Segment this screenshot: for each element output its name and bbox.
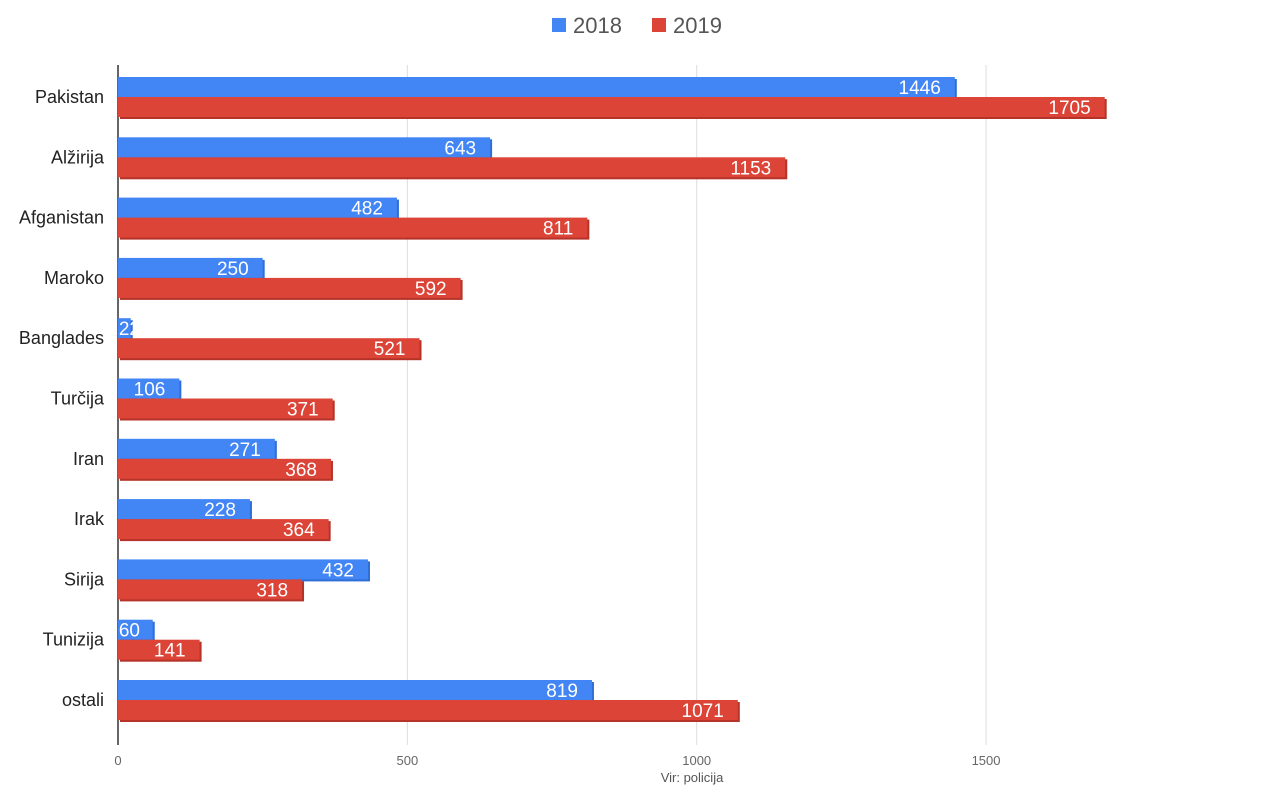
data-label: 60: [119, 621, 140, 642]
category-labels: Pakistan Alžirija Afganistan Maroko Banglade…: [19, 87, 105, 710]
data-label: 432: [322, 560, 354, 581]
bar-2018: [118, 559, 368, 580]
data-label: 592: [415, 279, 447, 300]
bar-2019: [118, 458, 331, 479]
data-label: 368: [285, 460, 317, 481]
bar-2019: [118, 639, 200, 660]
bar-2019: [118, 338, 420, 359]
data-label: 482: [351, 199, 383, 220]
category-label: Sirija: [64, 569, 105, 589]
x-tick-label: 1000: [682, 753, 711, 768]
data-label: 1446: [899, 78, 941, 99]
category-label: Iran: [73, 449, 104, 469]
bar-2018: [118, 680, 592, 700]
category-label: Irak: [74, 509, 105, 529]
bar-2018: [118, 619, 153, 640]
data-label: 811: [543, 219, 573, 240]
data-label: 1071: [682, 701, 724, 722]
bar-2018: [118, 318, 131, 339]
data-label: 106: [134, 380, 166, 401]
data-label: 250: [217, 259, 249, 280]
bar-2019: [118, 519, 329, 540]
data-label: 521: [374, 339, 406, 360]
bar-2019: [118, 700, 738, 720]
legend-swatch: [552, 18, 566, 32]
data-label: 22: [119, 319, 140, 340]
bar-2018: [118, 257, 263, 278]
bar-2019: [118, 97, 1105, 117]
x-axis-label: Vir: policija: [661, 770, 724, 785]
data-label: 371: [287, 400, 319, 421]
bar-2019: [118, 217, 588, 238]
category-label: Maroko: [44, 268, 104, 288]
data-label: 643: [444, 138, 476, 159]
data-label: 141: [154, 641, 186, 662]
bar-2019: [118, 398, 333, 419]
legend: 2018 2019: [552, 13, 722, 38]
category-label: Afganistan: [19, 208, 104, 228]
legend-label: 2018: [573, 13, 622, 38]
legend-label: 2019: [673, 13, 722, 38]
data-label: 819: [546, 681, 578, 702]
legend-swatch: [652, 18, 666, 32]
category-label: Alžirija: [51, 147, 105, 167]
bar-2018: [118, 197, 397, 218]
bar-2019: [118, 277, 461, 298]
bar-2018: [118, 438, 275, 459]
data-label: 1705: [1048, 98, 1090, 119]
category-label: Tunizija: [43, 630, 105, 650]
x-tick-labels: 0 500 1000 1500: [114, 753, 1000, 768]
category-label: Turčija: [51, 389, 105, 409]
bar-2018: [118, 137, 491, 158]
category-label: Banglades: [19, 328, 104, 348]
category-label: ostali: [62, 690, 104, 710]
bar-2018: [118, 499, 250, 520]
data-label: 1153: [730, 158, 771, 179]
category-label: Pakistan: [35, 87, 104, 107]
bars-layer: 1446 1705 643 1153 482 811 250 592 22 521 106 371 27…: [118, 77, 1107, 722]
x-tick-label: 1500: [972, 753, 1001, 768]
data-label: 364: [283, 520, 315, 541]
bar-2018: [118, 77, 955, 97]
data-label: 228: [204, 500, 236, 521]
bar-2019: [118, 579, 303, 600]
data-label: 318: [256, 580, 288, 601]
bar-2018: [118, 378, 180, 399]
data-label: 271: [229, 440, 261, 461]
x-tick-label: 500: [396, 753, 418, 768]
x-tick-label: 0: [114, 753, 121, 768]
bar-2019: [118, 157, 786, 178]
